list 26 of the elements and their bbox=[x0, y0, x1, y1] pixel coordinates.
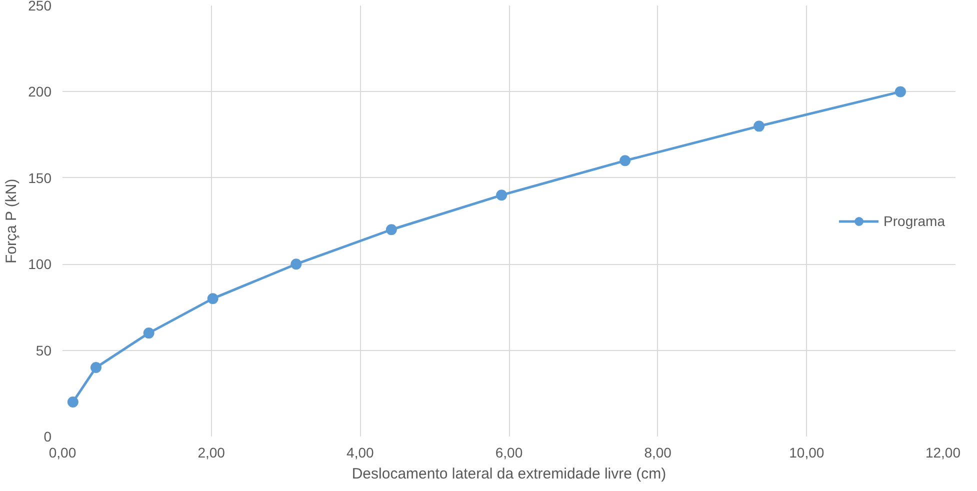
x-tick-label: 0,00 bbox=[48, 444, 76, 460]
x-tick-label: 4,00 bbox=[346, 444, 374, 460]
x-tick-label: 6,00 bbox=[495, 444, 523, 460]
point bbox=[67, 396, 78, 408]
point bbox=[620, 155, 631, 166]
y-tick-label: 150 bbox=[28, 170, 52, 186]
y-tick-label: 200 bbox=[28, 84, 52, 100]
y-axis-title: Força P (kN) bbox=[3, 178, 20, 264]
legend-label: Programa bbox=[884, 212, 945, 228]
point bbox=[207, 293, 218, 304]
x-tick-label: 10,00 bbox=[789, 444, 824, 460]
point bbox=[90, 362, 102, 374]
x-axis-title: Deslocamento lateral da extremidade livre (cm) bbox=[352, 466, 666, 482]
point bbox=[386, 224, 397, 236]
point bbox=[754, 120, 765, 132]
y-tick-label: 100 bbox=[28, 256, 52, 272]
x-tick-label: 2,00 bbox=[198, 444, 226, 460]
y-tick-label: 50 bbox=[36, 342, 52, 358]
y-tick-label: 250 bbox=[28, 0, 52, 14]
point bbox=[143, 328, 154, 339]
point bbox=[496, 190, 508, 201]
x-tick-label: 8,00 bbox=[644, 444, 672, 460]
x-tick-label: 12,00 bbox=[925, 444, 961, 460]
point bbox=[894, 86, 906, 98]
y-tick-label: 0 bbox=[44, 428, 52, 444]
point bbox=[290, 258, 302, 270]
